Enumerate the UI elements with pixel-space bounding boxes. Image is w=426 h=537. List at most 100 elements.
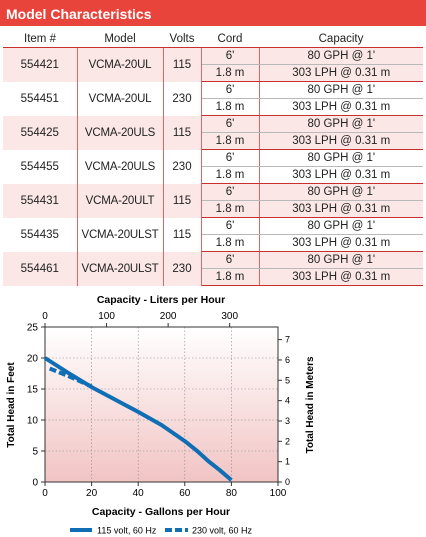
table-row: 554451 VCMA-20UL 230 6' 80 GPH @ 1' [3, 81, 423, 116]
legend-label-115v: 115 volt, 60 Hz [97, 526, 157, 536]
cord-meters-cell: 1.8 m [201, 64, 260, 82]
table-row-sub: 1.8 m 303 LPH @ 0.31 m [3, 166, 423, 184]
volts-cell: 230 [163, 251, 202, 286]
volts-cell: 230 [163, 81, 202, 116]
y-tick-label: 20 [27, 354, 39, 365]
cord-feet-cell: 6' [201, 217, 260, 235]
x-tick-label: 40 [133, 488, 145, 499]
table-row-sub: 1.8 m 303 LPH @ 0.31 m [3, 200, 423, 218]
table-row-sub: 1.8 m 303 LPH @ 0.31 m [3, 234, 423, 252]
cord-meters-cell: 1.8 m [201, 200, 260, 218]
model-characteristics-table: Item # Model Volts Cord Capacity 554421 V… [3, 30, 423, 286]
item-number-cell: 554421 [3, 47, 78, 82]
table-header-row: Item # Model Volts Cord Capacity [3, 30, 423, 48]
right-tick-label: 2 [285, 436, 290, 446]
top-tick-label: 300 [221, 311, 238, 322]
table-row: 554461 VCMA-20ULST 230 6' 80 GPH @ 1' [3, 251, 423, 286]
item-number-cell: 554461 [3, 251, 78, 286]
right-tick-label: 6 [285, 355, 290, 365]
cord-meters-cell: 1.8 m [201, 98, 260, 116]
table-row-sub: 1.8 m 303 LPH @ 0.31 m [3, 98, 423, 116]
item-number-cell: 554451 [3, 81, 78, 116]
model-cell: VCMA-20UL [77, 47, 164, 82]
x-tick-label: 80 [226, 488, 238, 499]
cord-feet-cell: 6' [201, 47, 260, 65]
series-line-230v [48, 366, 93, 389]
capacity-gph-cell: 80 GPH @ 1' [259, 217, 423, 235]
y-tick-label: 25 [27, 323, 39, 334]
capacity-lph-cell: 303 LPH @ 0.31 m [259, 132, 423, 150]
right-tick-label: 5 [285, 375, 290, 385]
plot-background [45, 327, 278, 482]
column-header-item: Item # [3, 30, 77, 48]
table-row: 554425 VCMA-20ULS 115 6' 80 GPH @ 1' [3, 115, 423, 150]
capacity-lph-cell: 303 LPH @ 0.31 m [259, 166, 423, 184]
cord-feet-cell: 6' [201, 115, 260, 133]
volts-cell: 230 [163, 149, 202, 184]
x-tick-label: 100 [270, 488, 287, 499]
legend: 115 volt, 60 Hz 230 volt, 60 Hz [70, 526, 253, 536]
model-cell: VCMA-20ULST [77, 251, 164, 286]
capacity-gph-cell: 80 GPH @ 1' [259, 47, 423, 65]
capacity-lph-cell: 303 LPH @ 0.31 m [259, 64, 423, 82]
table-row: 554455 VCMA-20ULS 230 6' 80 GPH @ 1' [3, 149, 423, 184]
capacity-lph-cell: 303 LPH @ 0.31 m [259, 234, 423, 252]
model-cell: VCMA-20ULST [77, 217, 164, 252]
table-row: 554435 VCMA-20ULST 115 6' 80 GPH @ 1' [3, 217, 423, 252]
capacity-gph-cell: 80 GPH @ 1' [259, 81, 423, 99]
item-number-cell: 554455 [3, 149, 78, 184]
item-number-cell: 554435 [3, 217, 78, 252]
cord-meters-cell: 1.8 m [201, 268, 260, 286]
y-tick-label: 0 [32, 478, 38, 489]
x-tick-label: 60 [179, 488, 191, 499]
y-tick-label: 5 [32, 447, 38, 458]
y-tick-label: 10 [27, 416, 39, 427]
right-axis-title: Total Head in Meters [305, 356, 316, 453]
item-number-cell: 554425 [3, 115, 78, 150]
cord-feet-cell: 6' [201, 149, 260, 167]
table-row: 554421 VCMA-20UL 115 6' 80 GPH @ 1' [3, 47, 423, 82]
cord-feet-cell: 6' [201, 81, 260, 99]
item-number-cell: 554431 [3, 183, 78, 218]
capacity-gph-cell: 80 GPH @ 1' [259, 115, 423, 133]
x-tick-label: 0 [42, 488, 48, 499]
model-cell: VCMA-20ULT [77, 183, 164, 218]
model-cell: VCMA-20ULS [77, 115, 164, 150]
right-tick-label: 0 [285, 477, 290, 487]
table-row: 554431 VCMA-20ULT 115 6' 80 GPH @ 1' [3, 183, 423, 218]
volts-cell: 115 [163, 183, 202, 218]
top-axis-title: Capacity - Liters per Hour [97, 294, 225, 306]
right-tick-label: 3 [285, 416, 290, 426]
cord-meters-cell: 1.8 m [201, 132, 260, 150]
right-tick-label: 1 [285, 457, 290, 467]
top-tick-label: 0 [42, 311, 48, 322]
capacity-gph-cell: 80 GPH @ 1' [259, 149, 423, 167]
top-tick-label: 100 [98, 311, 115, 322]
capacity-lph-cell: 303 LPH @ 0.31 m [259, 268, 423, 286]
legend-label-230v: 230 volt, 60 Hz [192, 526, 253, 536]
right-tick-label: 7 [285, 335, 290, 345]
cord-meters-cell: 1.8 m [201, 234, 260, 252]
capacity-gph-cell: 80 GPH @ 1' [259, 251, 423, 269]
column-header-volts: Volts [163, 30, 201, 48]
bottom-axis-title: Capacity - Gallons per Hour [92, 506, 230, 518]
volts-cell: 115 [163, 47, 202, 82]
table-row-sub: 1.8 m 303 LPH @ 0.31 m [3, 132, 423, 150]
volts-cell: 115 [163, 115, 202, 150]
capacity-gph-cell: 80 GPH @ 1' [259, 183, 423, 201]
section-title: Model Characteristics [0, 0, 426, 26]
table-row-sub: 1.8 m 303 LPH @ 0.31 m [3, 268, 423, 286]
capacity-lph-cell: 303 LPH @ 0.31 m [259, 200, 423, 218]
x-tick-label: 20 [86, 488, 98, 499]
table-row-sub: 1.8 m 303 LPH @ 0.31 m [3, 64, 423, 82]
model-cell: VCMA-20UL [77, 81, 164, 116]
model-cell: VCMA-20ULS [77, 149, 164, 184]
plot-frame [44, 326, 279, 483]
cord-meters-cell: 1.8 m [201, 166, 260, 184]
cord-feet-cell: 6' [201, 183, 260, 201]
left-axis-title: Total Head in Feet [6, 362, 17, 448]
cord-feet-cell: 6' [201, 251, 260, 269]
column-header-model: Model [77, 30, 163, 48]
volts-cell: 115 [163, 217, 202, 252]
